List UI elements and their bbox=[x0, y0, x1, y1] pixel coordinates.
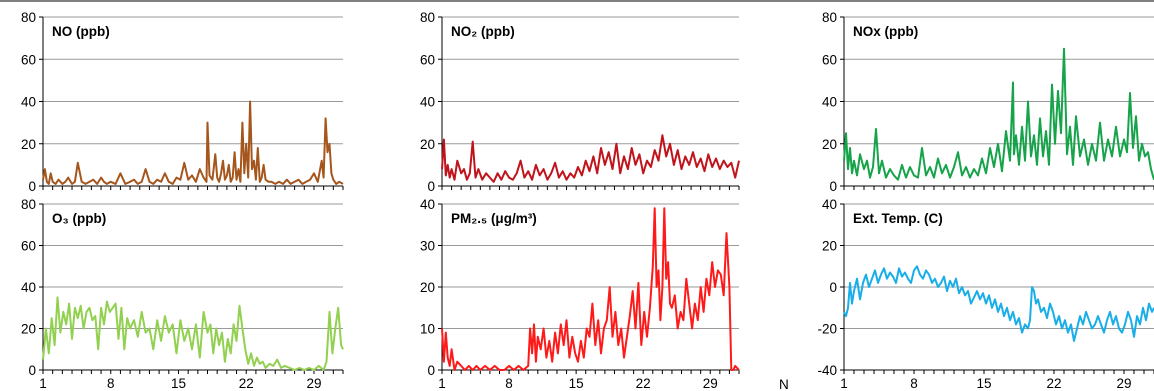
ytick-label-no-1: 20 bbox=[21, 137, 36, 152]
xtick-label-pm25-2: 15 bbox=[569, 376, 584, 391]
ytick-label-temp-4: 40 bbox=[822, 197, 837, 212]
chart-pm25: 0 10 20 30 40 1 8 15 22 29 PM₂.₅ (μg/m³) bbox=[420, 197, 740, 391]
xtick-label-pm25-3: 22 bbox=[636, 376, 651, 391]
ytick-label-pm25-0: 0 bbox=[427, 363, 435, 378]
series-line-no2-0 bbox=[441, 134, 740, 183]
xtick-label-pm25-1: 8 bbox=[505, 376, 513, 391]
xtick-label-o3-3: 22 bbox=[239, 376, 254, 391]
chart-no2: 0 20 40 60 80 NO₂ (ppb) bbox=[420, 10, 740, 194]
series-line-pm25-0 bbox=[441, 207, 740, 371]
ytick-label-temp-2: 0 bbox=[829, 280, 837, 295]
xtick-label-o3-1: 8 bbox=[107, 376, 115, 391]
stray-label: N bbox=[779, 377, 789, 391]
chart-no: 0 20 40 60 80 NO (ppb) bbox=[21, 10, 344, 194]
ytick-label-no-0: 0 bbox=[28, 179, 36, 194]
xtick-label-pm25-4: 29 bbox=[703, 376, 718, 391]
ytick-label-o3-0: 0 bbox=[28, 363, 36, 378]
panel-title-temp: Ext. Temp. (C) bbox=[853, 211, 943, 226]
xtick-label-temp-1: 8 bbox=[910, 376, 918, 391]
ytick-label-o3-2: 40 bbox=[21, 280, 36, 295]
ytick-label-pm25-2: 20 bbox=[420, 280, 435, 295]
panel-title-nox: NOx (ppb) bbox=[853, 24, 918, 39]
series-line-nox-0 bbox=[843, 47, 1154, 181]
xtick-label-temp-4: 29 bbox=[1116, 376, 1131, 391]
xtick-label-o3-0: 1 bbox=[39, 376, 47, 391]
xtick-label-o3-4: 29 bbox=[306, 376, 321, 391]
panel-title-no: NO (ppb) bbox=[52, 24, 110, 39]
series-line-no-0 bbox=[42, 100, 344, 185]
ytick-label-no2-2: 40 bbox=[420, 95, 435, 110]
ytick-label-no2-3: 60 bbox=[420, 52, 435, 67]
panel-title-no2: NO₂ (ppb) bbox=[451, 24, 515, 39]
series-line-o3-0 bbox=[42, 296, 344, 371]
ytick-label-pm25-3: 30 bbox=[420, 239, 435, 254]
ytick-label-temp-1: -20 bbox=[817, 322, 837, 337]
series-line-temp-0 bbox=[843, 265, 1154, 342]
ytick-label-nox-0: 0 bbox=[829, 179, 837, 194]
ytick-label-o3-1: 20 bbox=[21, 322, 36, 337]
ytick-label-no-2: 40 bbox=[21, 95, 36, 110]
xtick-label-pm25-0: 1 bbox=[438, 376, 446, 391]
panel-title-pm25: PM₂.₅ (μg/m³) bbox=[451, 211, 537, 226]
ytick-label-no2-1: 20 bbox=[420, 137, 435, 152]
xtick-label-temp-0: 1 bbox=[840, 376, 848, 391]
chart-nox: 0 20 40 60 80 NOx (ppb) bbox=[822, 10, 1154, 194]
ytick-label-pm25-4: 40 bbox=[420, 197, 435, 212]
xtick-label-temp-2: 15 bbox=[976, 376, 991, 391]
ytick-label-nox-4: 80 bbox=[822, 10, 837, 25]
ytick-label-pm25-1: 10 bbox=[420, 322, 435, 337]
ytick-label-nox-2: 40 bbox=[822, 95, 837, 110]
ytick-label-no-3: 60 bbox=[21, 52, 36, 67]
chart-o3: 0 20 40 60 80 1 8 15 22 29 O₃ (ppb) bbox=[21, 197, 344, 391]
chart-temp: -40 -20 0 20 40 1 8 15 22 29 Ext. Temp. (C) bbox=[817, 197, 1154, 391]
ytick-label-o3-4: 80 bbox=[21, 197, 36, 212]
ytick-label-o3-3: 60 bbox=[21, 239, 36, 254]
ytick-label-temp-3: 20 bbox=[822, 239, 837, 254]
ytick-label-nox-3: 60 bbox=[822, 52, 837, 67]
ytick-label-no2-4: 80 bbox=[420, 10, 435, 25]
ytick-label-no2-0: 0 bbox=[427, 179, 435, 194]
xtick-label-o3-2: 15 bbox=[171, 376, 186, 391]
ytick-label-nox-1: 20 bbox=[822, 137, 837, 152]
ytick-label-temp-0: -40 bbox=[817, 363, 837, 378]
xtick-label-temp-3: 22 bbox=[1046, 376, 1061, 391]
panel-title-o3: O₃ (ppb) bbox=[52, 211, 106, 226]
ytick-label-no-4: 80 bbox=[21, 10, 36, 25]
